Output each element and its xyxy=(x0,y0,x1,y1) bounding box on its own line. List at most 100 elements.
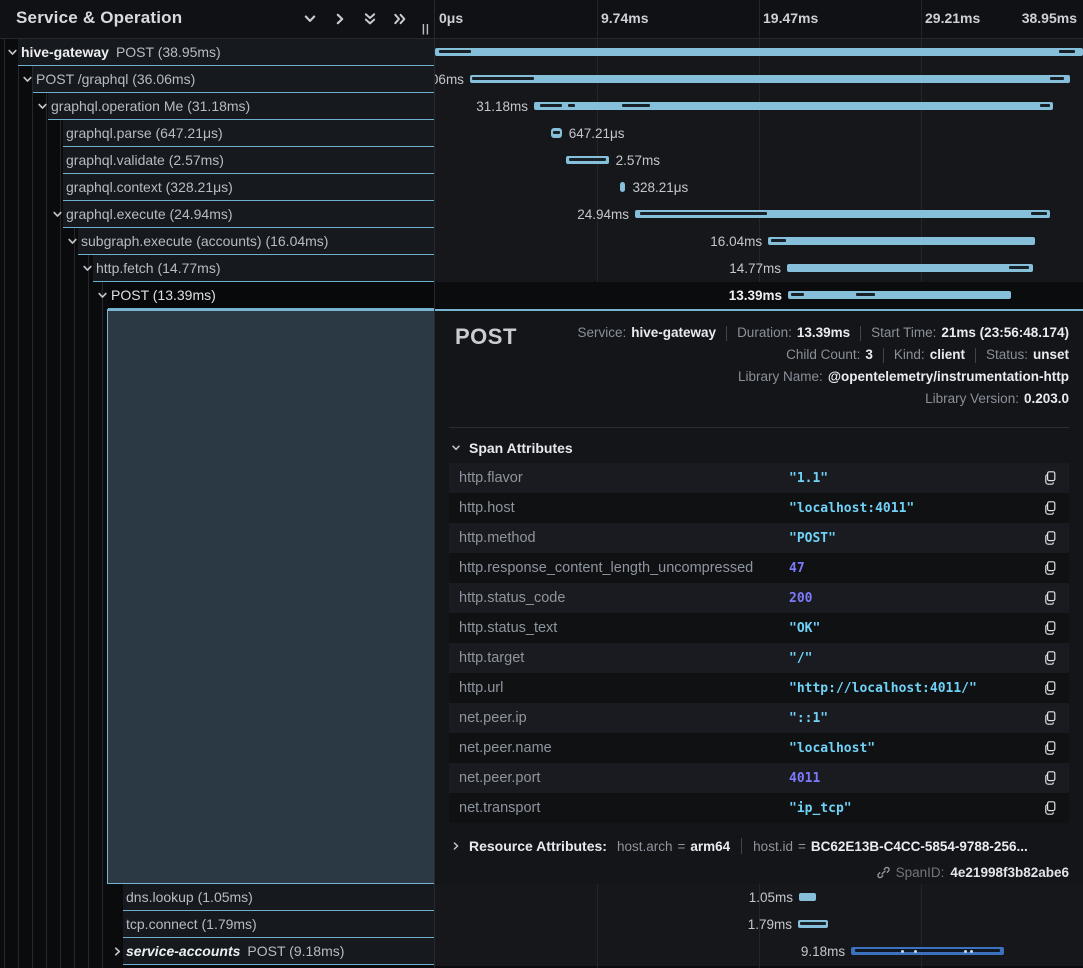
span-row-content[interactable]: subgraph.execute (accounts) (16.04ms) xyxy=(78,228,434,255)
span-attributes-header[interactable]: Span Attributes xyxy=(451,438,573,458)
attribute-key: net.peer.ip xyxy=(459,710,779,726)
span-duration-bar[interactable] xyxy=(798,920,828,928)
copy-icon[interactable] xyxy=(1043,740,1059,756)
copy-icon[interactable] xyxy=(1043,620,1059,636)
span-row-content[interactable]: graphql.validate (2.57ms) xyxy=(63,147,434,174)
span-row[interactable]: graphql.execute (24.94ms) xyxy=(0,201,434,228)
attribute-row: http.status_text"OK" xyxy=(449,613,1069,643)
span-row-content[interactable]: POST /graphql (36.06ms) xyxy=(33,66,434,93)
ruler-tick-label: 29.21ms xyxy=(925,10,980,26)
chevron-down-icon[interactable] xyxy=(67,236,78,247)
chevron-down-icon[interactable] xyxy=(7,47,18,58)
copy-icon[interactable] xyxy=(1043,650,1059,666)
span-row-content[interactable]: POST (13.39ms) xyxy=(108,282,434,309)
chevron-down-icon[interactable] xyxy=(22,74,33,85)
span-row[interactable]: graphql.validate (2.57ms) xyxy=(0,147,434,174)
copy-icon[interactable] xyxy=(1043,590,1059,606)
span-duration-bar[interactable] xyxy=(787,264,1033,272)
span-row-content[interactable]: service-accountsPOST (9.18ms) xyxy=(123,938,434,965)
span-duration-bar[interactable] xyxy=(534,102,1053,110)
span-timeline-row[interactable]: 647.21μs xyxy=(435,120,1083,147)
span-duration-bar[interactable] xyxy=(788,291,1011,299)
ruler-gridline xyxy=(759,0,760,38)
span-timeline-row[interactable]: 9.18ms xyxy=(435,938,1083,965)
copy-icon[interactable] xyxy=(1043,680,1059,696)
span-row-content[interactable]: graphql.operation Me (31.18ms) xyxy=(48,93,434,120)
link-icon[interactable] xyxy=(877,866,890,879)
detail-field-label: Child Count: xyxy=(786,344,860,366)
service-name: service-accounts xyxy=(126,943,240,959)
span-row[interactable]: graphql.operation Me (31.18ms) xyxy=(0,93,434,120)
span-row-content[interactable]: hive-gatewayPOST (38.95ms) xyxy=(18,39,434,66)
span-row[interactable]: hive-gatewayPOST (38.95ms) xyxy=(0,39,434,66)
copy-icon[interactable] xyxy=(1043,800,1059,816)
span-timeline-row[interactable]: 328.21μs xyxy=(435,174,1083,201)
span-row[interactable]: POST (13.39ms) xyxy=(0,282,434,309)
panel-separator[interactable] xyxy=(434,0,435,968)
span-row[interactable]: http.fetch (14.77ms) xyxy=(0,255,434,282)
copy-icon[interactable] xyxy=(1043,500,1059,516)
span-duration-bar[interactable] xyxy=(635,210,1050,218)
span-timeline-row[interactable]: 24.94ms xyxy=(435,201,1083,228)
chevron-right-icon[interactable] xyxy=(112,946,123,957)
span-timeline-row[interactable]: 36.06ms xyxy=(435,66,1083,93)
attribute-row: http.url"http://localhost:4011/" xyxy=(449,673,1069,703)
span-label: POST (13.39ms) xyxy=(108,282,434,308)
span-timeline-row[interactable]: 38.95ms xyxy=(435,39,1083,66)
span-row-content[interactable]: dns.lookup (1.05ms) xyxy=(123,884,434,911)
span-timeline-row[interactable]: 13.39ms xyxy=(435,282,1083,309)
detail-field-value: 21ms (23:56:48.174) xyxy=(941,322,1069,344)
copy-icon[interactable] xyxy=(1043,560,1059,576)
span-timeline-row[interactable]: 2.57ms xyxy=(435,147,1083,174)
span-duration-bar[interactable] xyxy=(620,182,625,192)
span-timeline-row[interactable]: 1.05ms xyxy=(435,884,1083,911)
span-duration-label: 24.94ms xyxy=(577,201,629,228)
span-row[interactable]: dns.lookup (1.05ms) xyxy=(0,884,434,911)
chevron-down-icon[interactable] xyxy=(37,101,48,112)
detail-field-label: Status: xyxy=(986,344,1028,366)
span-duration-bar[interactable] xyxy=(851,947,1004,955)
copy-icon[interactable] xyxy=(1043,770,1059,786)
span-duration-bar[interactable] xyxy=(768,237,1035,245)
span-timeline-row[interactable]: 16.04ms xyxy=(435,228,1083,255)
span-row[interactable]: subgraph.execute (accounts) (16.04ms) xyxy=(0,228,434,255)
attribute-row: net.peer.port4011 xyxy=(449,763,1069,793)
span-meta: Service:hive-gatewayDuration:13.39msStar… xyxy=(577,322,1069,410)
span-row-content[interactable]: graphql.context (328.21μs) xyxy=(63,174,434,201)
span-duration-bar[interactable] xyxy=(470,75,1070,83)
span-row-content[interactable]: graphql.execute (24.94ms) xyxy=(63,201,434,228)
double-chevron-right-icon[interactable] xyxy=(392,11,408,27)
span-timeline-row[interactable]: 31.18ms xyxy=(435,93,1083,120)
span-row[interactable]: POST /graphql (36.06ms) xyxy=(0,66,434,93)
span-duration-label: 31.18ms xyxy=(476,93,528,120)
double-chevron-down-icon[interactable] xyxy=(362,11,378,27)
chevron-down-icon[interactable] xyxy=(52,209,63,220)
copy-icon[interactable] xyxy=(1043,710,1059,726)
span-timeline-row[interactable]: 1.79ms xyxy=(435,911,1083,938)
span-row-content[interactable]: graphql.parse (647.21μs) xyxy=(63,120,434,147)
chevron-down-icon[interactable] xyxy=(302,11,318,27)
trace-viewer: Service & Operation || 0μs9.74ms19.47ms2… xyxy=(0,0,1083,968)
span-timeline-row[interactable]: 14.77ms xyxy=(435,255,1083,282)
detail-field-value: 0.203.0 xyxy=(1024,388,1069,410)
chevron-down-icon[interactable] xyxy=(97,290,108,301)
span-duration-bar[interactable] xyxy=(799,893,816,901)
span-row[interactable]: service-accountsPOST (9.18ms) xyxy=(0,938,434,965)
span-row-content[interactable]: tcp.connect (1.79ms) xyxy=(123,911,434,938)
resource-attributes-row[interactable]: Resource Attributes:host.arch=arm64host.… xyxy=(451,834,1028,858)
span-duration-bar[interactable] xyxy=(435,48,1083,56)
span-duration-label: 13.39ms xyxy=(729,282,782,309)
copy-icon[interactable] xyxy=(1043,470,1059,486)
chevron-down-icon[interactable] xyxy=(82,263,93,274)
span-row[interactable]: graphql.context (328.21μs) xyxy=(0,174,434,201)
copy-icon[interactable] xyxy=(1043,530,1059,546)
span-row[interactable]: graphql.parse (647.21μs) xyxy=(0,120,434,147)
span-label: tcp.connect (1.79ms) xyxy=(123,911,434,937)
chevron-right-icon[interactable] xyxy=(332,11,348,27)
span-duration-bar[interactable] xyxy=(566,156,609,164)
span-label: graphql.validate (2.57ms) xyxy=(63,147,434,173)
span-duration-bar[interactable] xyxy=(551,128,562,138)
span-row[interactable]: tcp.connect (1.79ms) xyxy=(0,911,434,938)
span-row-content[interactable]: http.fetch (14.77ms) xyxy=(93,255,434,282)
column-resize-handle[interactable]: || xyxy=(422,23,430,35)
